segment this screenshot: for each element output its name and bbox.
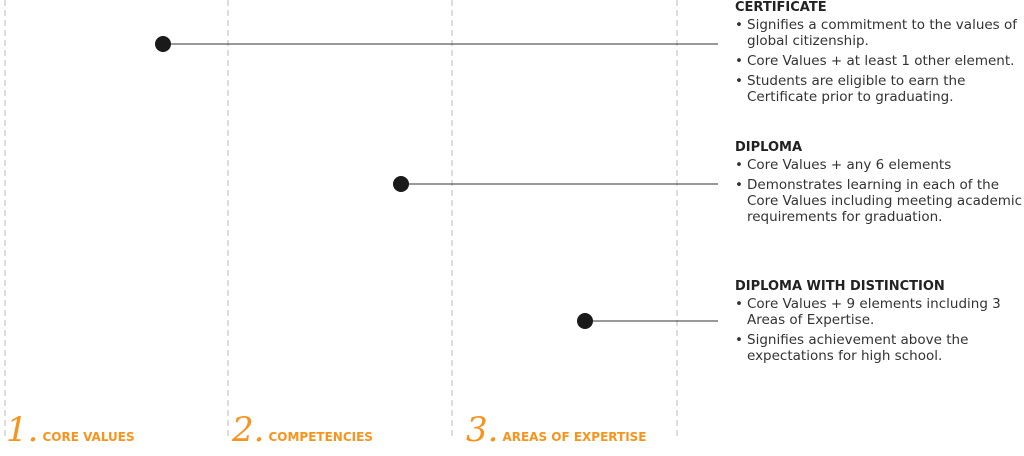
bullet: Signifies achievement above the expectat… <box>735 332 1024 364</box>
leader-dot <box>155 36 171 52</box>
level-heading: DIPLOMA <box>735 140 803 155</box>
level-heading: DIPLOMA WITH DISTINCTION <box>735 279 945 294</box>
level-name: Diploma with Distinction <box>6 72 372 106</box>
step-label: COMPETENCIES <box>268 430 373 444</box>
level-name: Certificate <box>6 72 162 106</box>
level-info: DIPLOMA WITH DISTINCTION Core Values + 9 … <box>735 279 1024 368</box>
step: 1. CORE VALUES <box>6 410 135 450</box>
step-number: 3. <box>466 410 499 450</box>
level-info: CERTIFICATE Signifies a commitment to the… <box>735 0 1024 109</box>
level-bar: Certificate <box>0 0 275 122</box>
bullet: Core Values + any 6 elements <box>735 157 1024 173</box>
step: 3. AREAS OF EXPERTISE <box>466 410 647 450</box>
bullet: Students are eligible to earn the Certif… <box>735 73 1024 105</box>
bullet: Signifies a commitment to the values of … <box>735 17 1024 49</box>
bullet-list: Core Values + 9 elements including 3 Are… <box>735 296 1024 364</box>
step-label: CORE VALUES <box>42 430 135 444</box>
step-number: 2. <box>232 410 265 450</box>
level-name: Diploma <box>6 72 129 106</box>
bullet: Core Values + 9 elements including 3 Are… <box>735 296 1024 328</box>
bullet-list: Core Values + any 6 elements Demonstrates… <box>735 157 1024 225</box>
level-info: DIPLOMA Core Values + any 6 elements Demon… <box>735 140 1024 229</box>
level-bar: Diploma with Distinction <box>0 72 676 364</box>
leader-dot <box>577 313 593 329</box>
bullet: Demonstrates learning in each of the Cor… <box>735 177 1024 225</box>
level-heading: CERTIFICATE <box>735 0 827 15</box>
bullet-list: Signifies a commitment to the values of … <box>735 17 1024 105</box>
step-number: 1. <box>6 410 39 450</box>
step-label: AREAS OF EXPERTISE <box>502 430 647 444</box>
bullet: Core Values + at least 1 other element. <box>735 53 1024 69</box>
leader-dot <box>393 176 409 192</box>
level-bar: Diploma <box>0 72 508 243</box>
step: 2. COMPETENCIES <box>232 410 373 450</box>
